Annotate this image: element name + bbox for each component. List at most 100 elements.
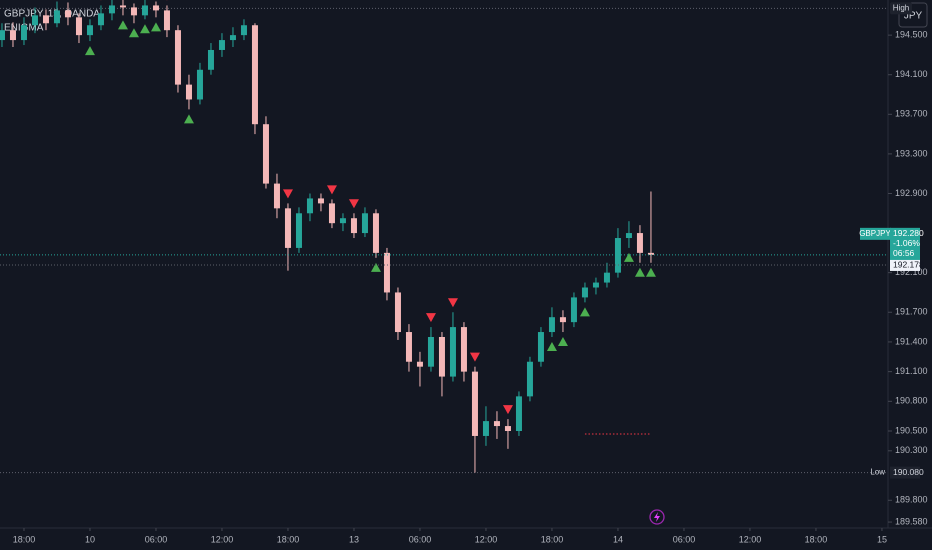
symbol-label: GBPJPY bbox=[859, 229, 891, 238]
candle-body bbox=[526, 361, 533, 397]
last-price-change: -1.06% bbox=[893, 238, 920, 248]
sell-signal bbox=[425, 313, 436, 323]
candle-body bbox=[581, 287, 588, 298]
flash-icon[interactable] bbox=[649, 509, 665, 525]
candle-body bbox=[482, 421, 489, 436]
sell-signal bbox=[447, 298, 458, 308]
candle-body bbox=[218, 40, 225, 50]
candle-body bbox=[570, 297, 577, 323]
flash-bolt[interactable] bbox=[654, 512, 660, 522]
candle-body bbox=[592, 282, 599, 288]
candle-body bbox=[240, 25, 247, 36]
candle-body bbox=[141, 5, 148, 16]
candle-body bbox=[130, 7, 137, 16]
y-tick-label: 192.900 bbox=[895, 188, 928, 198]
x-tick-label: 13 bbox=[349, 534, 359, 544]
y-tick-label: 193.700 bbox=[895, 109, 928, 119]
candle-body bbox=[416, 361, 423, 367]
y-tick-label: 190.300 bbox=[895, 445, 928, 455]
x-tick-label: 12:00 bbox=[739, 534, 762, 544]
candle-body bbox=[64, 10, 71, 18]
candle-body bbox=[251, 25, 258, 125]
sell-signal bbox=[469, 352, 480, 362]
y-tick-label: 190.500 bbox=[895, 425, 928, 435]
buy-signal bbox=[84, 46, 95, 56]
candle-body bbox=[174, 30, 181, 85]
y-tick-label: 191.100 bbox=[895, 366, 928, 376]
candle-body bbox=[559, 317, 566, 323]
candle-body bbox=[449, 327, 456, 377]
candle-body bbox=[119, 5, 126, 8]
candle-body bbox=[361, 213, 368, 234]
candle-body bbox=[603, 272, 610, 283]
candle-body bbox=[504, 426, 511, 432]
candle-body bbox=[471, 371, 478, 436]
candle-body bbox=[163, 10, 170, 31]
candle-body bbox=[108, 5, 115, 14]
candle-body bbox=[75, 17, 82, 36]
flash-circle[interactable] bbox=[649, 509, 665, 525]
buy-signal bbox=[645, 267, 656, 277]
prev-close-badge bbox=[890, 259, 920, 271]
x-tick-label: 14 bbox=[613, 534, 623, 544]
candle-body bbox=[383, 252, 390, 293]
candle-body bbox=[42, 15, 49, 24]
chart-title: GBPJPY, 15, OANDA bbox=[4, 9, 100, 20]
sell-signal bbox=[326, 185, 337, 195]
low-value: 190.080 bbox=[893, 467, 924, 477]
candle-body bbox=[372, 213, 379, 253]
x-tick-label: 10 bbox=[85, 534, 95, 544]
x-tick-label: 06:00 bbox=[145, 534, 168, 544]
candle-body bbox=[427, 336, 434, 367]
prev-close-value: 192.178 bbox=[893, 260, 924, 270]
last-price-badge bbox=[890, 227, 920, 261]
candle-body bbox=[350, 218, 357, 234]
buy-signal bbox=[546, 341, 557, 351]
candle-body bbox=[647, 252, 654, 255]
x-tick-label: 18:00 bbox=[541, 534, 564, 544]
y-tick-label: 191.700 bbox=[895, 307, 928, 317]
candle-body bbox=[515, 396, 522, 432]
sell-signal bbox=[348, 199, 359, 209]
sell-signal bbox=[282, 189, 293, 199]
y-tick-label: 194.500 bbox=[895, 30, 928, 40]
low-badge bbox=[890, 466, 920, 479]
symbol-badge bbox=[860, 227, 891, 240]
buy-signal bbox=[139, 24, 150, 34]
buy-signal bbox=[128, 28, 139, 38]
y-tick-label: 194.100 bbox=[895, 69, 928, 79]
x-tick-label: 12:00 bbox=[475, 534, 498, 544]
buy-signal bbox=[183, 114, 194, 124]
buy-signal bbox=[579, 307, 590, 317]
candle-body bbox=[53, 10, 60, 24]
candle-body bbox=[317, 198, 324, 204]
y-tick-label: 189.800 bbox=[895, 495, 928, 505]
last-price-value: 192.280 bbox=[893, 228, 924, 238]
candle-body bbox=[262, 124, 269, 184]
candle-body bbox=[152, 5, 159, 11]
candle-body bbox=[614, 238, 621, 273]
candle-body bbox=[185, 84, 192, 100]
candle-body bbox=[636, 233, 643, 253]
x-tick-label: 18:00 bbox=[277, 534, 300, 544]
buy-signal bbox=[634, 267, 645, 277]
candle-body bbox=[339, 218, 346, 224]
candle-body bbox=[328, 203, 335, 224]
candle-body bbox=[31, 15, 38, 26]
candle-body bbox=[229, 35, 236, 41]
x-tick-label: 18:00 bbox=[13, 534, 36, 544]
x-tick-label: 06:00 bbox=[673, 534, 696, 544]
y-tick-label: 190.800 bbox=[895, 396, 928, 406]
high-label: High bbox=[893, 4, 909, 13]
candle-body bbox=[625, 233, 632, 239]
currency[interactable]: JPY bbox=[904, 11, 923, 22]
candle-body bbox=[537, 332, 544, 362]
x-tick-label: 18:00 bbox=[805, 534, 828, 544]
candle-body bbox=[438, 336, 445, 377]
y-tick-label: 191.400 bbox=[895, 336, 928, 346]
candle-body bbox=[405, 332, 412, 362]
candle-body bbox=[273, 183, 280, 209]
sell-signal bbox=[502, 405, 513, 415]
